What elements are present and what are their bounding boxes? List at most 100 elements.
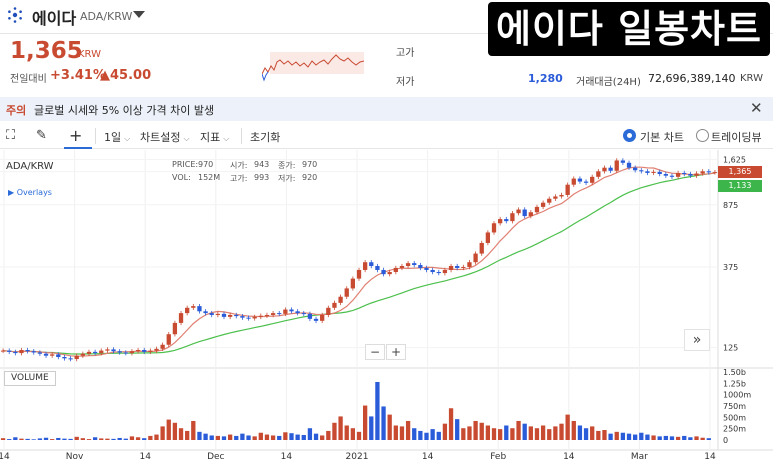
volume-bar [467,426,472,440]
x-tick-label: 14 [281,452,293,462]
volume-24h-label: 거래대금(24H) [576,77,641,88]
candle-body [221,313,227,317]
ohlc-close-value: 970 [302,160,318,169]
volume-bar [19,438,24,440]
volume-bar [430,429,435,440]
x-tick-label: Mar [631,452,648,462]
volume-bar [289,433,294,440]
candle-body [50,354,55,356]
fullscreen-icon[interactable]: ⛶ [6,128,16,143]
candle-body [639,170,644,172]
zoom-in-button[interactable]: + [386,344,406,360]
reset-button[interactable]: 초기화 [250,131,281,144]
candle-body [258,315,263,317]
x-tick-label: Nov [66,452,84,462]
candle-body [448,265,454,270]
interval-select[interactable]: 1일 ⌵ [104,129,130,145]
coin-name[interactable]: 에이다 [32,9,77,28]
chevron-down-icon: ⌵ [183,134,190,143]
pen-icon[interactable]: ✎ [36,128,47,143]
candle-body [688,174,693,176]
crosshair-icon[interactable]: + [69,126,83,145]
volume-bar [491,428,497,440]
candle-body [270,313,276,315]
candle-body [148,350,153,352]
price-tick-label: 1,625 [723,155,746,164]
volume-bar [528,426,533,440]
candle-body [620,160,626,163]
volume-bar [283,432,288,440]
volume-bar [639,432,644,440]
volume-bar [62,438,67,440]
candle-body [608,167,613,171]
indicators-menu[interactable]: 지표 ⌵ [200,129,229,145]
candle-body [246,317,251,319]
candle-body [227,314,233,317]
volume-bar [461,428,466,440]
candle-body [534,206,540,213]
scroll-to-latest-button[interactable]: » [684,329,710,351]
zoom-out-button[interactable]: − [365,344,385,360]
active-tool-indicator [64,147,92,149]
volume-bar [270,435,276,440]
volume-bar [68,438,73,440]
volume-bar [479,422,484,440]
candle-body [596,171,601,177]
volume-bar [516,420,521,440]
volume-bar [559,423,564,440]
volume-bar [577,425,583,440]
volume-bar [436,431,441,440]
short-ma-line [3,166,715,357]
candle-body [602,167,607,172]
volume-bar [362,405,368,440]
candle-body [295,311,300,314]
volume-bar [694,436,699,440]
ohlc-open-value: 943 [254,160,270,169]
tradingview-label[interactable]: 트레이딩뷰 [711,131,762,144]
price-chart[interactable]: 14Nov14Dec14202114Feb14Mar141,6251,37587… [0,150,773,464]
volume-bar [13,437,18,440]
price-gap-notice: 주의 글로벌 시세와 5% 이상 가격 차이 발생 ✕ [0,97,773,121]
overlays-toggle[interactable]: ▶ Overlays [8,188,52,197]
x-tick-label: Feb [490,452,506,462]
coin-select-caret-icon[interactable] [133,11,145,18]
volume-bar [246,435,251,440]
volume-bar [172,422,178,440]
volume-bar [485,425,491,440]
last-price-tag: 1,365 [718,166,762,178]
volume-bar [50,439,55,440]
volume-tick-label: 1.25b [723,379,746,388]
volume-bar [424,432,429,440]
candle-body [528,212,533,217]
volume-bar [160,426,165,440]
tradingview-radio[interactable] [696,129,709,142]
candle-body [547,198,552,203]
close-icon[interactable]: ✕ [750,99,763,117]
volume-bar [645,434,650,440]
basic-chart-label[interactable]: 기본 차트 [640,131,684,144]
volume-bar [540,425,546,440]
candle-body [436,272,441,274]
volume-bar [553,426,558,440]
candle-body [375,265,380,270]
candle-body [86,351,92,354]
chart-settings-menu[interactable]: 차트설정 ⌵ [140,129,190,145]
candle-body [197,306,202,312]
candle-body [320,314,325,321]
candle-body [540,202,546,207]
volume-bar [369,416,374,440]
volume-bar [387,414,392,440]
candle-body [682,172,687,175]
volume-tick-label: 500m [723,413,746,422]
basic-chart-radio[interactable] [623,129,636,142]
cardano-logo-icon [8,7,22,23]
volume-tick-label: 1000m [723,391,751,400]
candle-body [172,322,178,335]
volume-bar [209,435,214,440]
coin-pair: ADA/KRW [80,10,133,23]
volume-bar [7,439,12,440]
candle-body [277,313,282,315]
candle-body [307,313,313,319]
candle-body [19,350,24,354]
candlestick-chart-svg[interactable]: 14Nov14Dec14202114Feb14Mar141,6251,37587… [0,150,773,464]
